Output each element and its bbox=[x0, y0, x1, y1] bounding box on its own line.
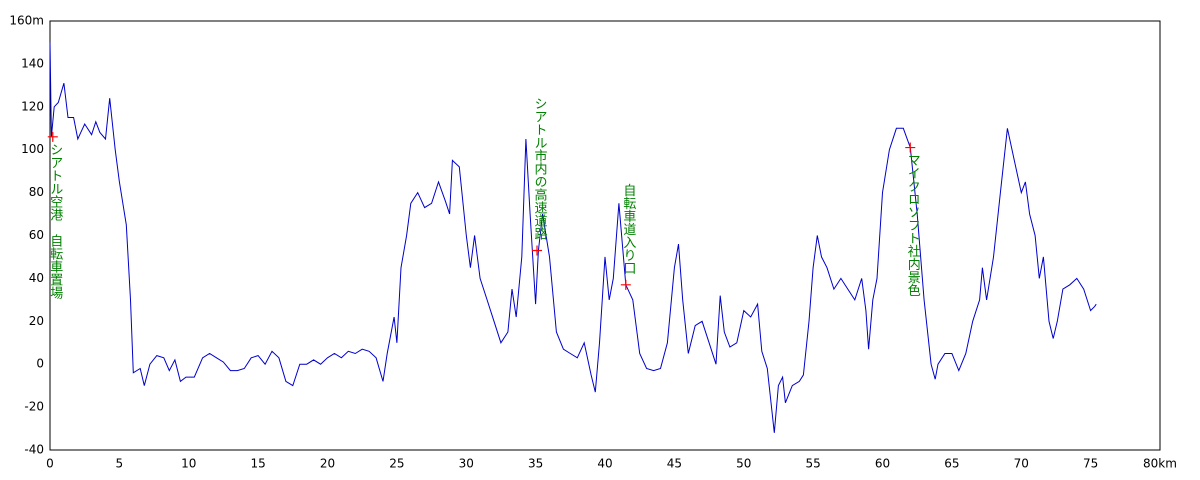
x-tick-label: 45 bbox=[667, 457, 682, 471]
y-tick-label: 60 bbox=[29, 228, 44, 242]
y-tick-label: 100 bbox=[21, 142, 44, 156]
y-tick-label: -20 bbox=[24, 400, 44, 414]
y-tick-label: -40 bbox=[24, 443, 44, 457]
y-tick-label: 40 bbox=[29, 271, 44, 285]
x-tick-label: 80km bbox=[1143, 457, 1177, 471]
x-tick-label: 25 bbox=[389, 457, 404, 471]
annotation-marker bbox=[532, 245, 543, 256]
annotation-text: シアトル空港 自転車置場 bbox=[47, 143, 63, 299]
x-tick-label: 0 bbox=[46, 457, 54, 471]
x-tick-label: 55 bbox=[805, 457, 820, 471]
x-tick-label: 15 bbox=[250, 457, 265, 471]
annotation-text: シアトル市内の高速道路 bbox=[532, 97, 548, 240]
y-tick-label: 0 bbox=[36, 357, 44, 371]
x-tick-label: 35 bbox=[528, 457, 543, 471]
y-tick-label: 120 bbox=[21, 99, 44, 113]
x-tick-label: 65 bbox=[944, 457, 959, 471]
x-tick-label: 60 bbox=[875, 457, 890, 471]
annotation-marker bbox=[905, 142, 916, 153]
annotation-text: 自転車道入り口 bbox=[620, 183, 636, 274]
x-tick-label: 75 bbox=[1083, 457, 1098, 471]
annotation-marker bbox=[47, 131, 58, 142]
x-tick-label: 70 bbox=[1014, 457, 1029, 471]
x-tick-label: 30 bbox=[459, 457, 474, 471]
x-tick-label: 50 bbox=[736, 457, 751, 471]
y-tick-label: 140 bbox=[21, 56, 44, 70]
x-tick-label: 20 bbox=[320, 457, 335, 471]
plot-frame bbox=[49, 20, 1161, 451]
x-tick-label: 10 bbox=[181, 457, 196, 471]
elevation-line bbox=[49, 42, 1097, 433]
x-tick-label: 40 bbox=[597, 457, 612, 471]
annotation-marker bbox=[620, 279, 631, 290]
y-tick-label: 160m bbox=[9, 14, 44, 28]
annotation-text: マイクロソフト社内景色 bbox=[905, 154, 921, 297]
x-tick-label: 5 bbox=[116, 457, 124, 471]
y-tick-label: 80 bbox=[29, 185, 44, 199]
y-tick-label: 20 bbox=[29, 314, 44, 328]
